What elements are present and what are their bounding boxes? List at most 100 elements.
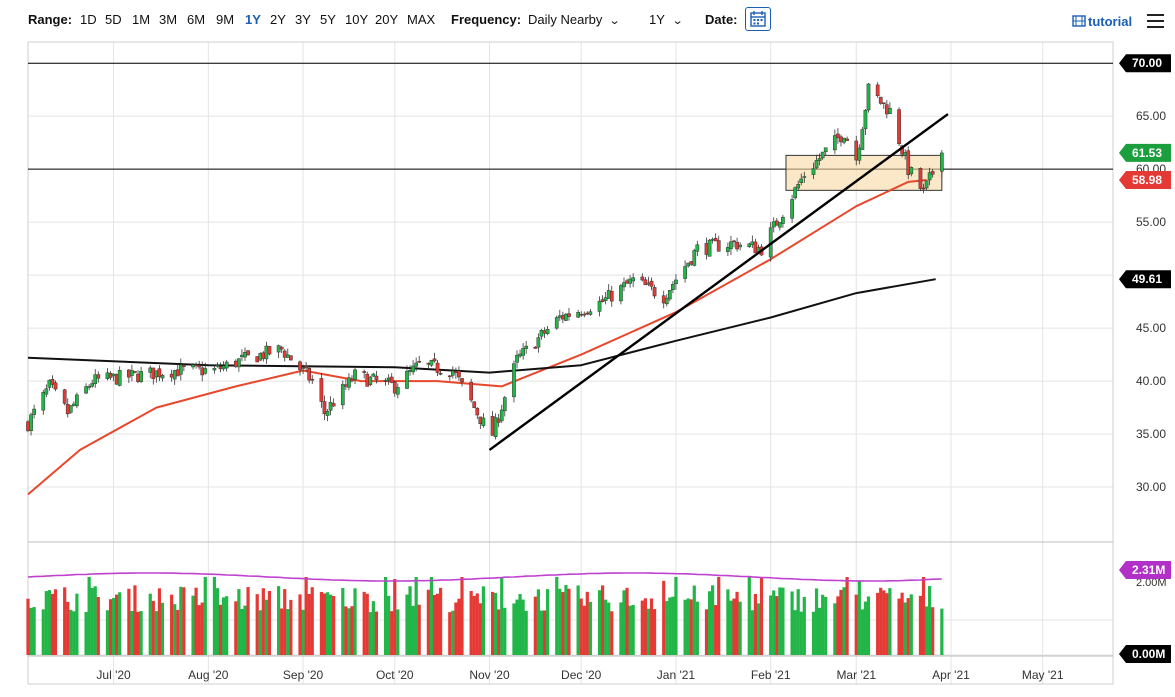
volume-bar-103	[469, 591, 473, 655]
volume-bar-11	[72, 611, 76, 655]
candle-68	[319, 373, 324, 408]
candle-31	[157, 365, 162, 382]
candle-body	[695, 244, 700, 252]
candle-98	[447, 375, 452, 381]
candle-148	[661, 290, 666, 309]
volume-bar-123	[555, 577, 559, 655]
range-1y[interactable]: 1Y	[245, 12, 261, 27]
range-3y[interactable]: 3Y	[295, 12, 311, 27]
tutorial-link[interactable]: tutorial	[1072, 14, 1132, 29]
candle-131	[585, 311, 590, 316]
candle-26	[136, 370, 140, 384]
volume-bar-106	[478, 603, 482, 655]
candle-21	[114, 373, 119, 385]
candle-198	[875, 82, 880, 98]
candle-78	[362, 369, 367, 379]
range-1d[interactable]: 1D	[80, 12, 97, 27]
candle-127	[567, 308, 571, 321]
volume-bar-98	[448, 612, 452, 655]
volume-bar-142	[631, 604, 635, 655]
volume-bar-144	[643, 598, 647, 655]
candle-89	[408, 365, 412, 376]
range-5d[interactable]: 5D	[105, 12, 122, 27]
volume-bar-97	[439, 587, 443, 655]
consolidation-rect	[785, 154, 943, 191]
frequency-select[interactable]: Daily Nearby ⌄	[528, 12, 621, 27]
candle-139	[622, 277, 626, 292]
candle-body	[561, 315, 565, 320]
candle-body	[215, 365, 220, 367]
volume-bar-122	[545, 589, 550, 655]
volume-bar-165	[732, 598, 736, 655]
volume-bar-81	[371, 601, 375, 655]
volume-bar-77	[353, 588, 357, 655]
candle-body	[554, 317, 559, 329]
x-tick-label: May '21	[1022, 668, 1064, 682]
candle-body	[814, 160, 819, 169]
candle-69	[322, 395, 327, 420]
volume-bar-87	[396, 609, 400, 655]
candle-body	[200, 367, 205, 376]
candle-body	[288, 355, 293, 361]
volume-ma-badge-text: 2.31M	[1132, 563, 1165, 577]
candle-body	[447, 375, 452, 378]
volume-bar-189	[836, 596, 840, 655]
candle-body	[322, 401, 327, 415]
candle-body	[136, 373, 140, 382]
volume-bar-202	[888, 588, 892, 655]
volume-bar-110	[497, 609, 501, 655]
price-badge-1: 61.53	[1119, 143, 1171, 162]
candle-81	[371, 372, 376, 377]
period-select[interactable]: 1Y ⌄	[649, 12, 684, 27]
date-picker-button[interactable]	[745, 7, 771, 31]
volume-bar-48	[234, 601, 238, 655]
candle-body	[704, 243, 709, 255]
volume-bar-5	[47, 590, 51, 655]
candle-167	[738, 242, 742, 251]
price-badge-0: 70.00	[1119, 54, 1171, 73]
candle-42	[203, 362, 208, 375]
volume-bar-154	[686, 598, 690, 655]
range-max[interactable]: MAX	[407, 12, 436, 27]
candle-146	[649, 277, 654, 291]
candle-body	[875, 84, 880, 97]
menu-icon[interactable]	[1147, 14, 1164, 28]
calendar-icon	[750, 11, 766, 27]
candle-body	[930, 171, 935, 175]
range-2y[interactable]: 2Y	[270, 12, 286, 27]
volume-bar-19	[108, 599, 113, 655]
candle-210	[924, 180, 929, 191]
candle-body	[643, 279, 648, 286]
range-3m[interactable]: 3M	[159, 12, 178, 27]
volume-bar-203	[897, 598, 901, 655]
range-5y[interactable]: 5Y	[320, 12, 336, 27]
volume-bar-111	[500, 577, 504, 655]
candle-188	[833, 129, 837, 155]
volume-bar-70	[325, 592, 330, 655]
range-6m[interactable]: 6M	[187, 12, 206, 27]
candle-body	[139, 371, 143, 382]
volume-bar-155	[689, 599, 693, 655]
candle-body	[747, 243, 752, 247]
candle-152	[674, 274, 678, 290]
candle-28	[148, 365, 153, 379]
range-20y[interactable]: 20Y	[375, 12, 399, 27]
candle-body	[609, 290, 614, 302]
candle-body	[386, 377, 391, 381]
candle-body	[521, 348, 525, 356]
candle-194	[857, 144, 862, 165]
candle-body	[726, 247, 730, 252]
range-9m[interactable]: 9M	[216, 12, 235, 27]
volume-bar-13	[84, 611, 88, 655]
candle-49	[237, 358, 241, 372]
range-10y[interactable]: 10Y	[345, 12, 369, 27]
candle-99	[450, 366, 455, 379]
candle-44	[215, 362, 220, 368]
volume-bar-112	[503, 607, 507, 655]
volume-bar-54	[258, 610, 262, 655]
volume-bar-178	[790, 591, 794, 655]
range-1m[interactable]: 1M	[132, 12, 151, 27]
candle-29	[151, 367, 156, 385]
candle-body	[796, 184, 801, 189]
